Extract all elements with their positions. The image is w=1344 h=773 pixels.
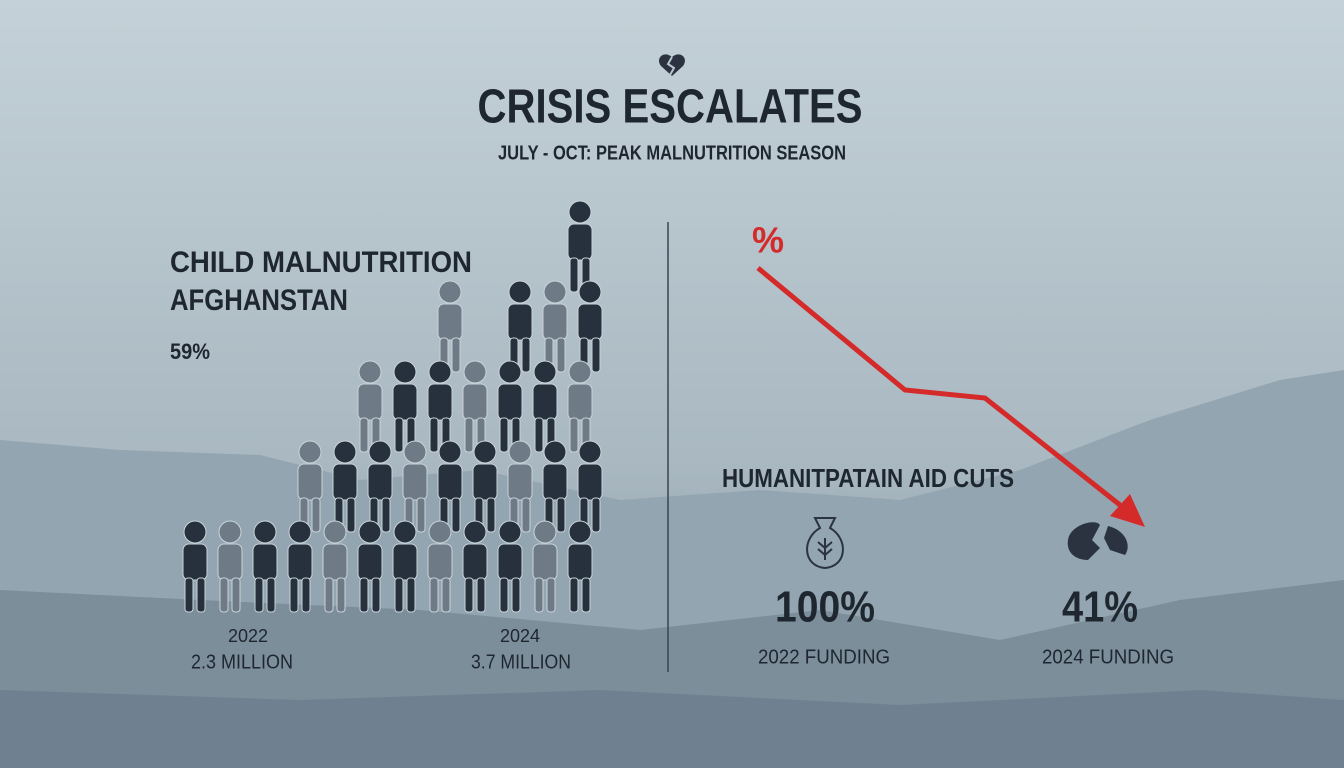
title: CRISIS ESCALATES: [478, 81, 863, 134]
broken-heart-icon: [659, 54, 685, 76]
grain-sack-icon: [806, 517, 844, 570]
child-silhouette: [507, 280, 533, 373]
section-heading: CHILD MALNUTRITION: [170, 246, 472, 279]
funding-label: 2022 FUNDING: [758, 646, 890, 668]
year: 2022: [228, 626, 268, 646]
section-heading: AFGHANSTAN: [170, 284, 348, 317]
year: 2024: [500, 626, 540, 646]
child-silhouette: [427, 360, 453, 453]
child-silhouette: [392, 520, 418, 613]
child-silhouette: [287, 520, 313, 613]
child-silhouette: [497, 520, 523, 613]
child-silhouette: [542, 280, 568, 373]
arrow-head: [1110, 494, 1145, 527]
rate: 59%: [170, 339, 210, 364]
child-silhouette: [297, 440, 323, 533]
child-silhouette: [322, 520, 348, 613]
aid-heading: HUMANITPATAIN AID CUTS: [722, 463, 1014, 493]
child-silhouette: [427, 520, 453, 613]
child-silhouette: [532, 520, 558, 613]
decline-arrow: [756, 266, 1122, 507]
subtitle: JULY - OCT: PEAK MALNUTRITION SEASON: [498, 142, 846, 164]
heart-crack: [666, 56, 676, 76]
mountain-near: [0, 690, 1344, 768]
broken-globe-icon: [1067, 522, 1128, 560]
funding-value: 100%: [775, 583, 875, 632]
child-silhouette: [462, 520, 488, 613]
child-silhouette: [402, 440, 428, 533]
child-silhouette: [217, 520, 243, 613]
child-silhouette: [532, 360, 558, 453]
children-group: [182, 200, 603, 613]
child-silhouette: [567, 520, 593, 613]
funding-value: 41%: [1062, 583, 1138, 632]
count: 3.7 MILLION: [471, 651, 571, 673]
funding-label: 2024 FUNDING: [1042, 646, 1174, 668]
child-silhouette: [567, 200, 593, 293]
child-silhouette: [357, 520, 383, 613]
child-silhouette: [577, 440, 603, 533]
count: 2.3 MILLION: [191, 651, 293, 673]
child-silhouette: [182, 520, 208, 613]
percent-symbol: %: [752, 220, 784, 261]
child-silhouette: [357, 360, 383, 453]
child-silhouette: [252, 520, 278, 613]
